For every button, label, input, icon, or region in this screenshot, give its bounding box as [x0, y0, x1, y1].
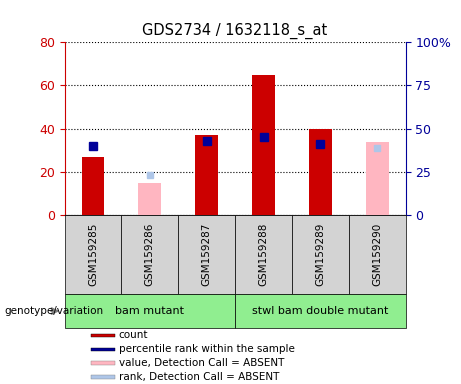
Bar: [292, 215, 349, 294]
Bar: [91, 376, 115, 379]
Bar: [309, 129, 332, 215]
Bar: [366, 142, 389, 215]
Text: GSM159287: GSM159287: [201, 223, 212, 286]
Bar: [91, 361, 115, 365]
Text: GSM159286: GSM159286: [145, 223, 155, 286]
Text: genotype/variation: genotype/variation: [5, 306, 104, 316]
Bar: [91, 334, 115, 337]
Bar: [349, 215, 406, 294]
Title: GDS2734 / 1632118_s_at: GDS2734 / 1632118_s_at: [142, 23, 328, 40]
Bar: [65, 215, 121, 294]
Bar: [252, 74, 275, 215]
Bar: [82, 157, 104, 215]
Bar: [121, 215, 178, 294]
Text: GSM159285: GSM159285: [88, 223, 98, 286]
Text: value, Detection Call = ABSENT: value, Detection Call = ABSENT: [119, 358, 284, 368]
Text: bam mutant: bam mutant: [115, 306, 184, 316]
Bar: [235, 215, 292, 294]
Text: rank, Detection Call = ABSENT: rank, Detection Call = ABSENT: [119, 372, 279, 382]
Text: GSM159290: GSM159290: [372, 223, 382, 286]
Text: percentile rank within the sample: percentile rank within the sample: [119, 344, 295, 354]
Bar: [195, 135, 218, 215]
Bar: [235, 294, 406, 328]
Bar: [65, 294, 235, 328]
Bar: [138, 183, 161, 215]
Text: GSM159288: GSM159288: [259, 223, 269, 286]
Bar: [178, 215, 235, 294]
Bar: [91, 348, 115, 351]
Text: count: count: [119, 330, 148, 340]
Text: GSM159289: GSM159289: [315, 223, 325, 286]
Text: stwl bam double mutant: stwl bam double mutant: [252, 306, 389, 316]
